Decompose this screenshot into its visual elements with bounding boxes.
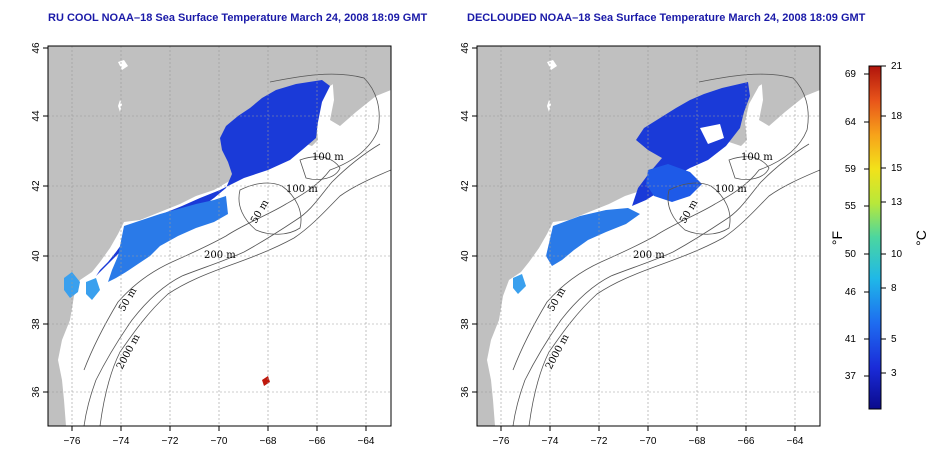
colorbar-f-label: 55 (845, 201, 857, 212)
colorbar-unit-celsius: °C (913, 230, 929, 246)
lake (118, 60, 128, 70)
y-tick-label: 46 (31, 42, 42, 54)
x-tick-label: −64 (358, 436, 375, 447)
contour-label: 200 m (204, 250, 236, 261)
contour-label: 100 m (312, 152, 344, 163)
y-tick-label: 36 (460, 386, 471, 398)
colorbar-f-label: 37 (845, 371, 857, 382)
colorbar-c-label: 21 (891, 61, 903, 72)
x-tick-label: −70 (640, 436, 657, 447)
x-tick-label: −68 (260, 436, 277, 447)
x-tick-label: −68 (689, 436, 706, 447)
y-tick-label: 46 (460, 42, 471, 54)
x-tick-label: −66 (309, 436, 326, 447)
panel-1-map: 100 m 100 m 50 m 200 m 50 m 2000 m −76 −… (31, 42, 392, 447)
y-tick-label: 38 (31, 318, 42, 330)
colorbar-f-label: 64 (845, 117, 857, 128)
x-tick-label: −74 (542, 436, 559, 447)
lake (547, 60, 557, 70)
x-tick-label: −76 (493, 436, 510, 447)
y-axis-labels: 36 38 40 42 44 46 (460, 42, 471, 398)
cloud-gap (700, 124, 724, 144)
colorbar-c-label: 3 (891, 368, 897, 379)
y-tick-label: 44 (31, 110, 42, 122)
graticule (48, 46, 391, 426)
colorbar-c-label: 8 (891, 283, 897, 294)
colorbar-ticks (864, 65, 886, 377)
y-axis-labels: 36 38 40 42 44 46 (31, 42, 42, 398)
contour-label: 100 m (741, 152, 773, 163)
x-tick-label: −64 (787, 436, 804, 447)
colorbar-f-label: 69 (845, 69, 857, 80)
sst-swath-coastal (513, 274, 526, 294)
x-tick-label: −72 (162, 436, 179, 447)
y-tick-label: 44 (460, 110, 471, 122)
colorbar-f-label: 41 (845, 334, 857, 345)
sst-swath-south (108, 196, 228, 282)
y-tick-label: 42 (460, 180, 471, 192)
sst-swath-coastal (64, 272, 80, 298)
colorbar-gradient (868, 65, 882, 410)
panel-1-title: RU COOL NOAA–18 Sea Surface Temperature … (48, 12, 428, 24)
y-tick-label: 40 (31, 250, 42, 262)
contour-label: 100 m (286, 184, 318, 195)
colorbar-c-label: 15 (891, 163, 903, 174)
x-tick-label: −70 (211, 436, 228, 447)
axis-ticks (472, 47, 796, 431)
sst-swath-coastal (86, 278, 100, 300)
graticule (477, 46, 820, 426)
panel-2-title: DECLOUDED NOAA–18 Sea Surface Temperatur… (467, 12, 866, 24)
contour-label: 200 m (633, 250, 665, 261)
sst-swath-south (546, 208, 640, 266)
bathymetry-contours (83, 73, 391, 426)
bathymetry-contours (512, 73, 820, 426)
colorbar-f-label: 50 (845, 249, 857, 260)
y-tick-label: 36 (31, 386, 42, 398)
y-tick-label: 38 (460, 318, 471, 330)
colorbar-unit-fahrenheit: °F (829, 231, 845, 245)
colorbar: 69 64 59 55 50 46 41 37 21 18 15 13 10 8… (829, 61, 929, 410)
axis-ticks (43, 47, 367, 431)
colorbar-f-label: 46 (845, 287, 857, 298)
x-tick-label: −76 (64, 436, 81, 447)
y-tick-label: 42 (31, 180, 42, 192)
x-tick-label: −66 (738, 436, 755, 447)
x-axis-labels: −76 −74 −72 −70 −68 −66 −64 (493, 436, 804, 447)
colorbar-f-label: 59 (845, 164, 857, 175)
y-tick-label: 40 (460, 250, 471, 262)
colorbar-c-label: 13 (891, 197, 903, 208)
x-axis-labels: −76 −74 −72 −70 −68 −66 −64 (64, 436, 375, 447)
panel-2-map: 100 m 100 m 50 m 200 m 50 m 2000 m −76 −… (460, 42, 821, 447)
x-tick-label: −72 (591, 436, 608, 447)
land-mass (477, 46, 820, 426)
sst-swath-mid (646, 164, 702, 202)
colorbar-c-label: 10 (891, 249, 903, 260)
contour-label: 100 m (715, 184, 747, 195)
land-mass-canada (759, 46, 820, 126)
colorbar-c-label: 18 (891, 111, 903, 122)
colorbar-c-label: 5 (891, 334, 897, 345)
x-tick-label: −74 (113, 436, 130, 447)
land-mass-canada (330, 46, 391, 126)
